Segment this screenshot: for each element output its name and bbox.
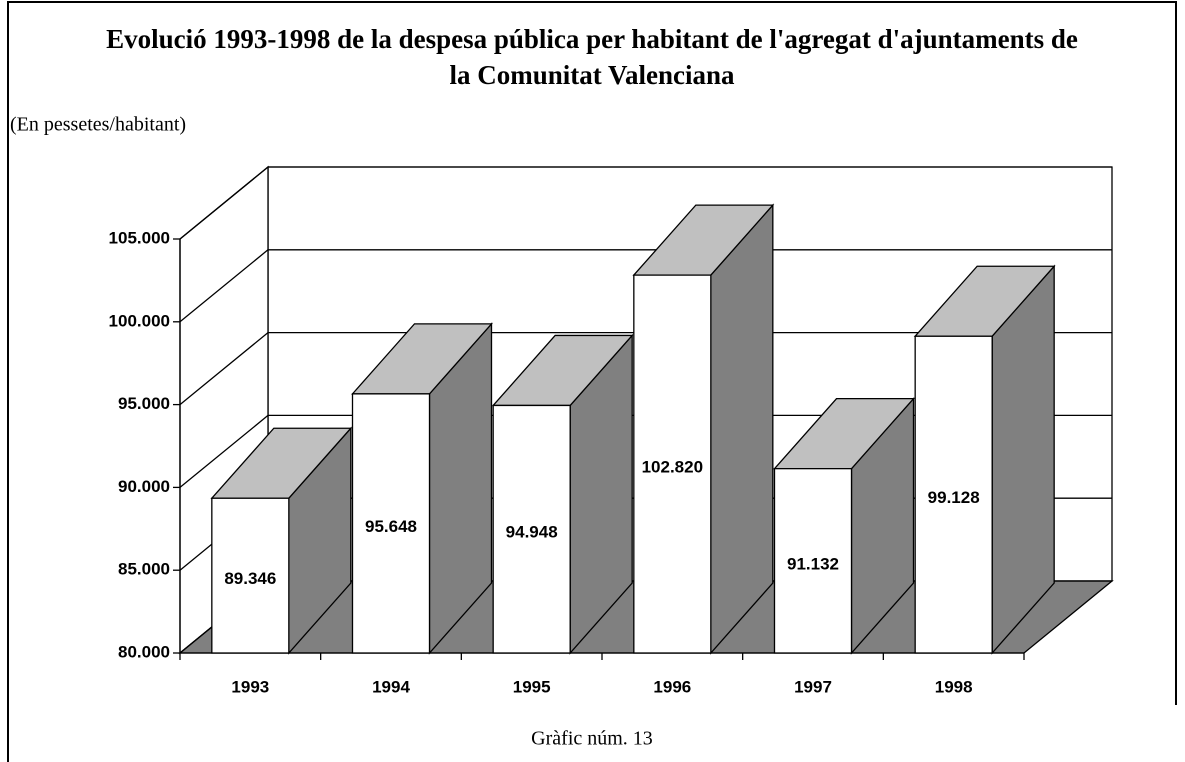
bar [211,497,290,654]
x-tick-label: 1998 [935,677,973,696]
y-tick-label: 80.000 [118,642,170,661]
y-tick-label: 90.000 [118,477,170,496]
grid-line-side [179,414,269,488]
chart-title: Evolució 1993-1998 de la despesa pública… [106,24,1078,54]
x-tick-label: 1993 [231,677,269,696]
value-label: 91.132 [787,554,839,573]
subtitle: (En pessetes/habitant) [10,114,186,136]
bar [633,274,712,654]
y-tick-label: 100.000 [109,311,170,330]
chart-title-line2: la Comunitat Valenciana [449,60,735,90]
bar [492,404,571,654]
y-tick-label: 95.000 [118,394,170,413]
frame [7,1,1177,762]
grid-line-side [179,249,269,323]
value-label: 89.346 [224,569,276,588]
grid-line-side [179,166,269,240]
value-label: 99.128 [928,488,980,507]
x-tick-label: 1997 [794,677,832,696]
y-tick-label: 105.000 [109,228,170,247]
value-label: 95.648 [365,517,417,536]
bar [914,335,993,654]
y-tick-label: 85.000 [118,560,170,579]
x-tick-label: 1996 [653,677,691,696]
bar-side [710,203,774,655]
bar [773,468,853,654]
bar [351,393,431,654]
x-tick-label: 1994 [372,677,410,696]
value-label: 94.948 [506,523,558,542]
grid-line-side [179,332,269,406]
caption: Gràfic núm. 13 [531,728,653,750]
value-label: 102.820 [642,458,703,477]
x-tick-label: 1995 [513,677,551,696]
